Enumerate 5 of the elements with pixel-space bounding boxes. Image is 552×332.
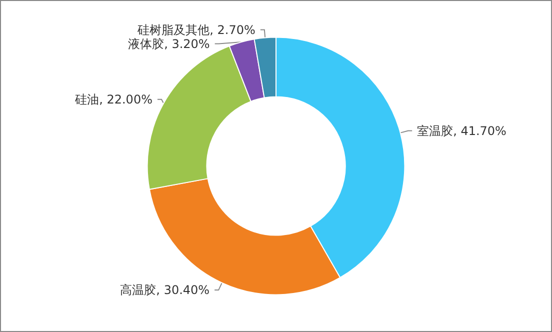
slice-label: 液体胶, 3.20% bbox=[128, 36, 210, 51]
slice-label: 室温胶, 41.70% bbox=[417, 124, 506, 138]
slice-label: 硅油, 22.00% bbox=[74, 92, 152, 106]
slice-label: 高温胶, 30.40% bbox=[120, 283, 210, 298]
slice-label: 硅树脂及其他, 2.70% bbox=[136, 22, 256, 37]
